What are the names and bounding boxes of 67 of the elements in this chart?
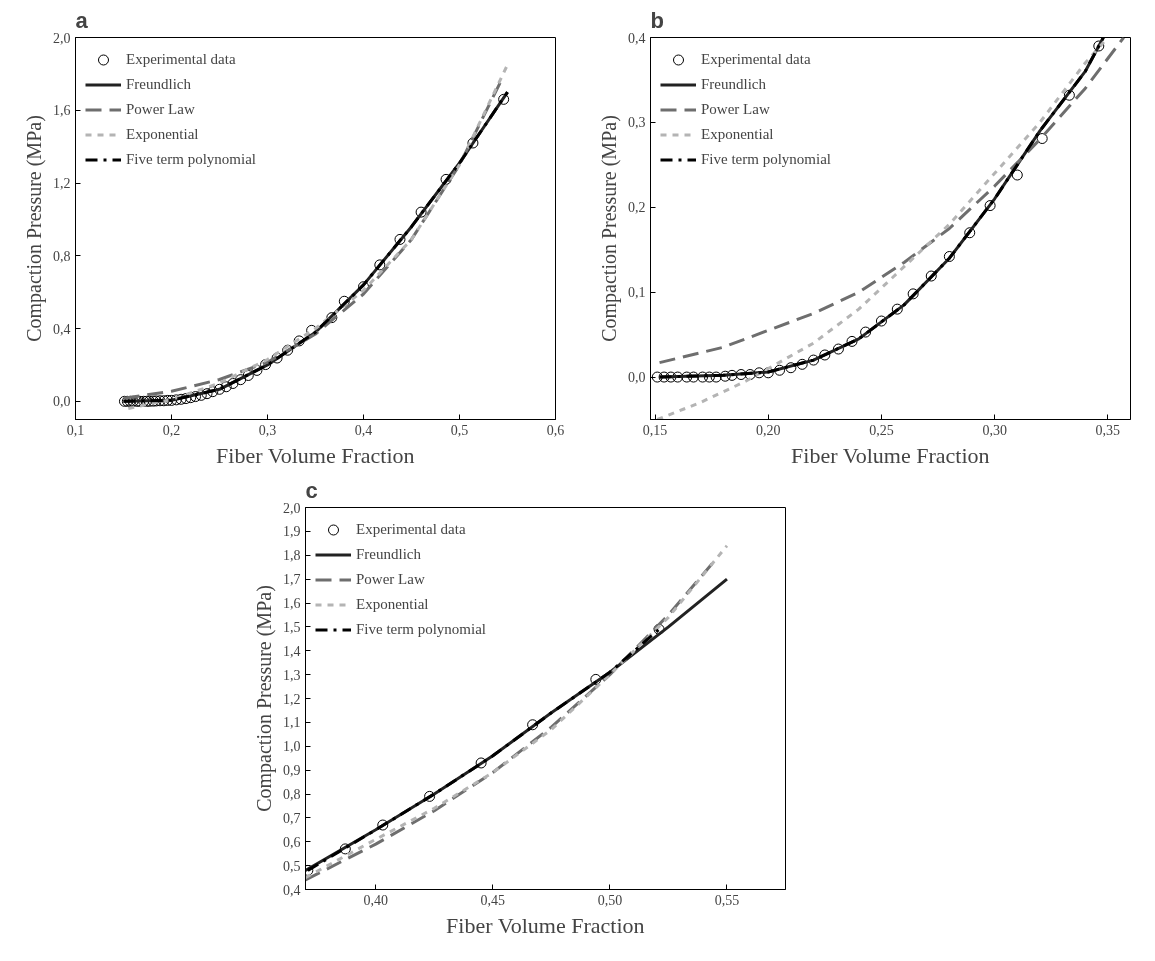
y-tick-label: 1,2 xyxy=(283,691,301,707)
y-tick-label: 0,0 xyxy=(53,394,71,410)
y-tick-label: 1,7 xyxy=(283,572,301,588)
y-tick-label: 1,4 xyxy=(283,643,301,659)
y-tick-label: 2,0 xyxy=(283,500,301,516)
legend-label: Exponential xyxy=(356,596,429,613)
y-tick-label: 1,6 xyxy=(283,596,301,611)
y-tick-label: 0,2 xyxy=(628,200,646,216)
x-tick-label: 0,45 xyxy=(480,892,506,908)
y-axis-title: Compaction Pressure (MPa) xyxy=(23,115,46,342)
legend-label: Power Law xyxy=(701,101,770,118)
legend-label: Freundlich xyxy=(356,546,421,563)
y-tick-label: 1,0 xyxy=(283,739,301,755)
y-tick-label: 1,6 xyxy=(53,103,71,119)
x-tick-label: 0,1 xyxy=(66,422,85,438)
x-tick-label: 0,20 xyxy=(755,422,781,438)
y-tick-label: 1,2 xyxy=(53,176,71,192)
x-tick-label: 0,6 xyxy=(546,422,565,438)
chart-title: a xyxy=(75,7,89,33)
x-tick-label: 0,30 xyxy=(982,422,1007,438)
x-axis-title: Fiber Volume Fraction xyxy=(216,442,415,468)
y-tick-label: 0,9 xyxy=(283,763,301,779)
y-tick-label: 1,3 xyxy=(283,667,301,683)
legend-label: Power Law xyxy=(126,101,195,118)
legend-label: Exponential xyxy=(701,126,774,143)
x-tick-label: 0,4 xyxy=(354,422,373,438)
y-tick-label: 1,9 xyxy=(283,524,301,540)
x-tick-label: 0,35 xyxy=(1095,422,1121,438)
y-tick-label: 2,0 xyxy=(53,30,71,46)
legend-label: Power Law xyxy=(356,571,425,588)
y-tick-label: 1,5 xyxy=(283,619,301,635)
x-tick-label: 0,15 xyxy=(642,422,668,438)
x-tick-label: 0,40 xyxy=(363,892,388,908)
x-tick-label: 0,25 xyxy=(869,422,894,438)
y-axis-title: Compaction Pressure (MPa) xyxy=(598,115,621,342)
y-tick-label: 0,4 xyxy=(628,30,646,46)
y-tick-label: 0,4 xyxy=(283,882,301,898)
legend-label: Experimental data xyxy=(701,51,811,68)
y-tick-label: 0,0 xyxy=(628,370,646,386)
x-tick-label: 0,50 xyxy=(597,892,623,908)
y-tick-label: 0,5 xyxy=(283,858,301,874)
x-tick-label: 0,2 xyxy=(162,422,181,438)
x-tick-label: 0,5 xyxy=(450,422,469,438)
y-tick-label: 0,3 xyxy=(628,115,646,131)
y-tick-label: 0,6 xyxy=(283,834,301,850)
x-tick-label: 0,3 xyxy=(258,422,277,438)
y-tick-label: 0,1 xyxy=(628,285,646,301)
chart-title: b xyxy=(650,7,664,33)
legend-label: Freundlich xyxy=(126,76,191,93)
x-axis-title: Fiber Volume Fraction xyxy=(791,442,990,468)
y-tick-label: 0,7 xyxy=(283,810,301,826)
legend-label: Experimental data xyxy=(356,521,466,538)
y-tick-label: 0,8 xyxy=(283,787,301,802)
legend-label: Freundlich xyxy=(701,76,766,93)
x-tick-label: 0,55 xyxy=(714,892,740,908)
legend-label: Five term polynomial xyxy=(701,151,831,168)
y-tick-label: 0,8 xyxy=(53,248,71,264)
y-tick-label: 0,4 xyxy=(53,321,71,337)
legend-label: Exponential xyxy=(126,126,199,143)
legend-label: Five term polynomial xyxy=(356,621,486,638)
y-tick-label: 1,1 xyxy=(283,715,301,731)
y-tick-label: 1,8 xyxy=(283,548,301,564)
legend-label: Five term polynomial xyxy=(126,151,256,168)
chart-title: c xyxy=(305,477,318,503)
y-axis-title: Compaction Pressure (MPa) xyxy=(253,585,276,812)
legend-label: Experimental data xyxy=(126,51,236,68)
x-axis-title: Fiber Volume Fraction xyxy=(446,912,645,938)
